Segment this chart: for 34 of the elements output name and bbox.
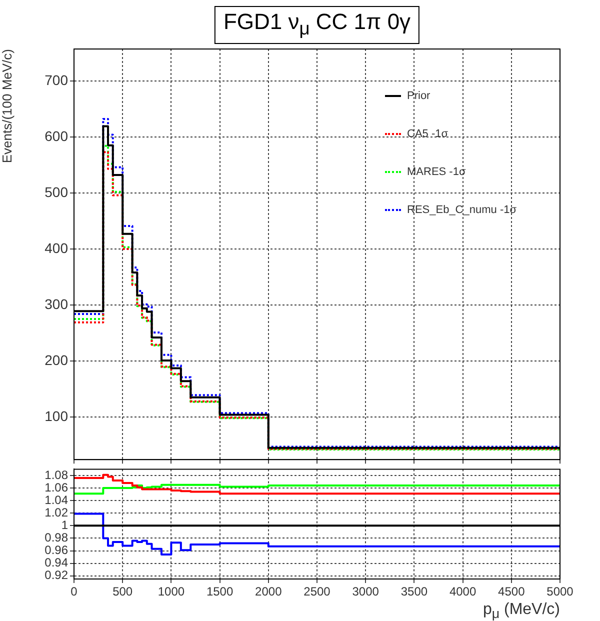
x-tick-label: 500 bbox=[112, 584, 133, 599]
x-tick-label: 4500 bbox=[498, 584, 526, 599]
y-tick-label: 600 bbox=[44, 128, 68, 144]
chart-title: FGD1 ν$_{μ}$ CC 1π 0γ bbox=[214, 6, 420, 44]
y-axis-title: Events/(100 MeV/c) bbox=[0, 49, 14, 164]
x-tick-label: 0 bbox=[70, 584, 78, 599]
y-tick-label: 200 bbox=[44, 352, 68, 368]
y-tick-label: 0.98 bbox=[44, 530, 68, 545]
x-tick-label: 5000 bbox=[546, 584, 574, 599]
y-tick-label: 0.94 bbox=[44, 556, 68, 570]
x-tick-label: 2500 bbox=[304, 584, 331, 599]
y-tick-label: 300 bbox=[44, 296, 68, 312]
x-tick-label: 4000 bbox=[449, 584, 476, 599]
y-tick-label: 700 bbox=[44, 72, 68, 88]
legend-label: Prior bbox=[407, 90, 430, 102]
x-tick-label: 1500 bbox=[206, 584, 234, 599]
y-tick-label: 1.04 bbox=[44, 492, 68, 507]
y-tick-label: 1.06 bbox=[44, 480, 68, 494]
y-tick-label: 1.08 bbox=[44, 468, 68, 482]
legend-label: MARES -1σ bbox=[407, 166, 466, 178]
y-tick-label: 1 bbox=[61, 518, 68, 532]
x-tick-label: 3500 bbox=[400, 584, 428, 599]
x-tick-label: 1000 bbox=[158, 584, 185, 599]
x-axis-title: p$_{μ}$ (MeV/c) bbox=[482, 600, 560, 621]
x-tick-label: 2000 bbox=[255, 584, 282, 599]
y-tick-label: 400 bbox=[44, 240, 68, 256]
legend-label: CA5 -1σ bbox=[407, 128, 448, 140]
legend-label: RES_Eb_C_numu -1σ bbox=[407, 204, 517, 216]
y-tick-label: 0.96 bbox=[44, 543, 68, 558]
y-tick-label: 0.92 bbox=[44, 568, 68, 582]
x-tick-label: 3000 bbox=[352, 584, 380, 599]
y-tick-label: 1.02 bbox=[44, 505, 68, 520]
y-tick-label: 100 bbox=[44, 408, 68, 424]
y-tick-label: 500 bbox=[44, 184, 68, 200]
